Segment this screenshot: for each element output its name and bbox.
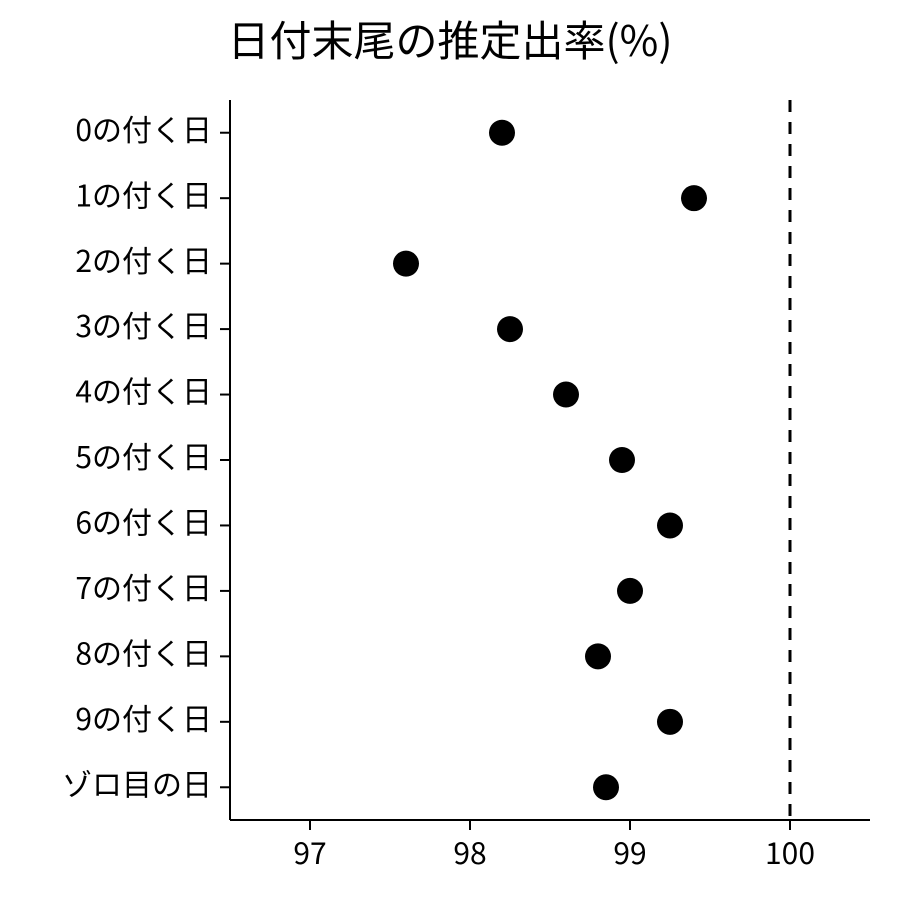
chart-container: 日付末尾の推定出率(%) 9798991000の付く日1の付く日2の付く日3の付… <box>0 0 900 900</box>
data-point <box>585 643 611 669</box>
data-point <box>593 774 619 800</box>
data-point <box>497 316 523 342</box>
data-point <box>393 251 419 277</box>
y-tick-label: 7の付く日 <box>75 564 212 608</box>
data-point <box>489 120 515 146</box>
y-tick-label: 3の付く日 <box>75 302 212 346</box>
y-tick-label: 1の付く日 <box>75 171 212 215</box>
y-tick-label: 5の付く日 <box>75 433 212 477</box>
chart-svg: 97 98 99 100 0の付く日 1の付く日 2の付く日 3の付く日 4の付く日 5の付く日 6… <box>0 0 900 900</box>
y-tick-label: 4の付く日 <box>75 368 212 412</box>
data-point <box>617 578 643 604</box>
x-tick-label: 100 <box>765 829 815 873</box>
data-point <box>609 447 635 473</box>
y-tick-label: 0の付く日 <box>75 106 212 150</box>
y-tick-label: 9の付く日 <box>75 695 212 739</box>
data-point <box>657 709 683 735</box>
data-point <box>553 382 579 408</box>
x-tick-label: 98 <box>453 829 486 873</box>
y-tick-label: 2の付く日 <box>75 237 212 281</box>
data-point <box>681 185 707 211</box>
y-tick-label: 6の付く日 <box>75 499 212 543</box>
x-tick-label: 97 <box>293 829 326 873</box>
x-tick-label: 99 <box>613 829 646 873</box>
data-point <box>657 512 683 538</box>
y-tick-label: ゾロ目の日 <box>62 760 212 804</box>
y-tick-label: 8の付く日 <box>75 630 212 674</box>
